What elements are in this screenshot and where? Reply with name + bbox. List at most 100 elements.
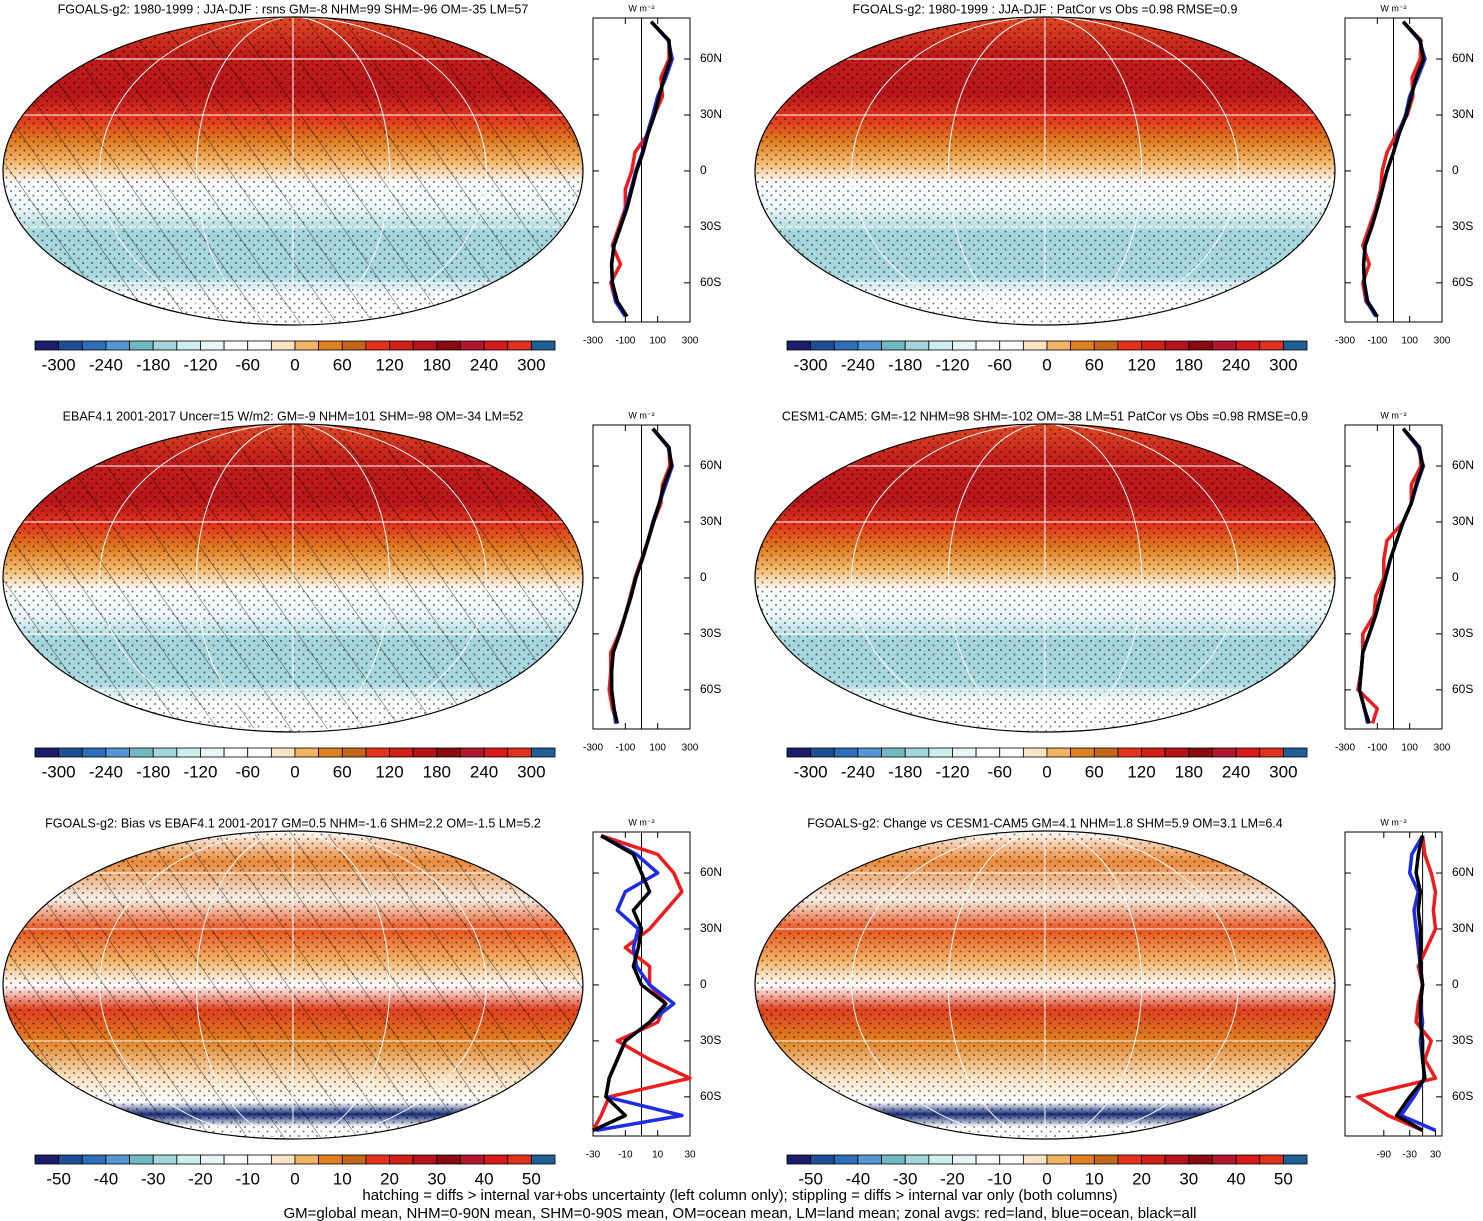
x-tick-label: 100 [649,743,666,754]
colorbar-label: -50 [798,1169,823,1188]
colorbar-label: 120 [375,762,403,781]
colorbar-label: 60 [1085,355,1104,374]
colorbar-box [928,1154,953,1165]
colorbar-box [1282,1154,1308,1165]
colorbar-label: -180 [888,355,922,374]
colorbar-label: -240 [89,355,123,374]
colorbar-box [1093,340,1119,351]
colorbar-label: -300 [794,355,828,374]
colorbar-label: -180 [136,762,170,781]
colorbar-label: 120 [1127,355,1155,374]
colorbar-label: -300 [42,762,76,781]
unit-label: W m⁻² [628,3,654,13]
colorbar-box [786,747,812,758]
colorbar-label: 300 [517,762,545,781]
colorbar-box [223,340,249,351]
colorbar-box [1022,340,1048,351]
colorbar-label: 30 [1179,1169,1198,1188]
colorbar-label: -120 [183,762,217,781]
colorbar-box [1046,747,1072,758]
colorbar-box [1212,340,1237,351]
lat-tick-label: 30S [1452,626,1473,640]
x-tick-label: 300 [1434,743,1451,754]
colorbar-label: 40 [475,1169,494,1188]
footnote: hatching = diffs > internal var+obs unce… [362,1187,1117,1204]
colorbar-box [833,747,859,758]
lat-tick-label: 30S [700,626,721,640]
colorbar-box [1093,747,1119,758]
colorbar-box [294,1154,320,1165]
colorbar-box [999,340,1024,351]
colorbar-label: -300 [42,355,76,374]
zonal-line [1361,20,1426,318]
lat-tick-label: 60S [700,275,721,289]
map-title: FGOALS-g2: 1980-1999 : JJA-DJF : PatCor … [853,2,1238,16]
colorbar-label: -40 [94,1169,119,1188]
colorbar-box [34,340,60,351]
colorbar-label: 0 [1042,355,1051,374]
colorbar-box [1212,747,1237,758]
colorbar-box [176,747,201,758]
colorbar-box [483,1154,509,1165]
x-tick-label: -100 [1367,336,1387,347]
colorbar-box [1164,340,1190,351]
colorbar-box [318,1154,343,1165]
colorbar-box [129,340,154,351]
colorbar-box [176,340,201,351]
colorbar-box [412,1154,438,1165]
x-tick-label: -300 [583,336,603,347]
colorbar-label: 240 [1222,762,1250,781]
lat-tick-label: 30S [1452,1033,1473,1047]
map-border [2,830,584,1140]
colorbar-label: 40 [1227,1169,1246,1188]
zonal-line [607,427,672,724]
colorbar-box [952,1154,977,1165]
colorbar-box [1046,1154,1072,1165]
colorbar-box [999,1154,1024,1165]
colorbar-box [857,340,882,351]
colorbar-box [810,747,835,758]
footnote: GM=global mean, NHM=0-90N mean, SHM=0-90… [283,1205,1196,1221]
colorbar-box [530,747,556,758]
colorbar-label: 240 [1222,355,1250,374]
colorbar-box [1022,1154,1048,1165]
colorbar-box [928,340,953,351]
colorbar-label: -240 [841,355,875,374]
lat-tick-label: 60N [700,51,722,65]
map-title: CESM1-CAM5: GM=-12 NHM=98 SHM=-102 OM=-3… [782,409,1308,423]
x-tick-label: -100 [615,743,635,754]
colorbar-label: 180 [423,355,451,374]
colorbar-box [881,747,906,758]
zonal-line [609,427,674,724]
colorbar-box [810,1154,835,1165]
lat-tick-label: 60N [1452,865,1474,879]
x-tick-label: 100 [1401,336,1418,347]
colorbar-box [975,1154,1001,1165]
colorbar-label: -180 [136,355,170,374]
colorbar-label: -50 [46,1169,71,1188]
colorbar-box [952,747,977,758]
x-tick-label: 300 [1434,336,1451,347]
zonal-line [1394,835,1427,1132]
colorbar-label: -40 [846,1169,871,1188]
colorbar-box [1188,1154,1213,1165]
colorbar-box [365,747,390,758]
unit-label: W m⁻² [628,410,654,420]
colorbar-box [34,747,60,758]
colorbar-label: 0 [290,1169,299,1188]
colorbar-box [1235,340,1261,351]
x-tick-label: 10 [652,1150,664,1161]
colorbar-label: -60 [235,355,260,374]
colorbar-box [1070,1154,1095,1165]
colorbar-box [1235,747,1261,758]
colorbar-label: 180 [423,762,451,781]
colorbar-box [318,340,343,351]
colorbar-label: 20 [380,1169,399,1188]
colorbar-label: 240 [470,762,498,781]
colorbar-label: 0 [290,762,299,781]
colorbar-label: 240 [470,355,498,374]
lat-tick-label: 30S [1452,219,1473,233]
colorbar-label: 300 [1269,762,1297,781]
